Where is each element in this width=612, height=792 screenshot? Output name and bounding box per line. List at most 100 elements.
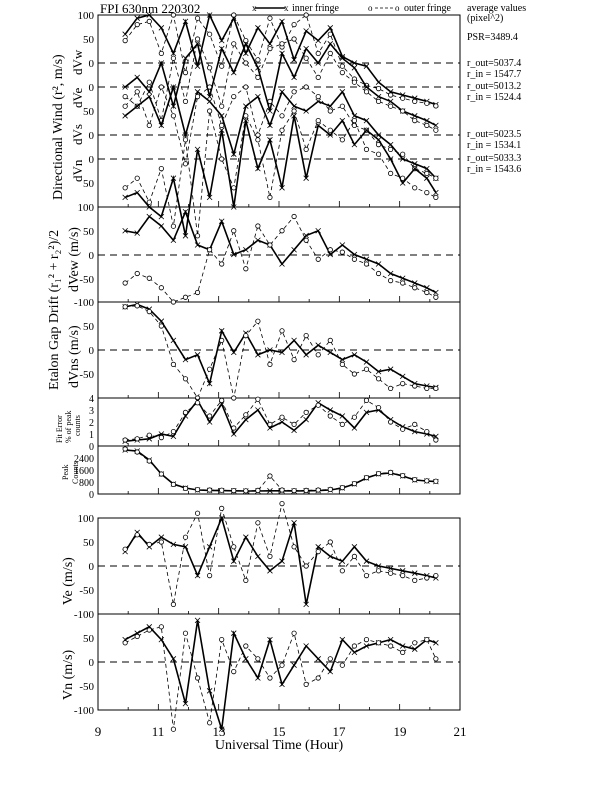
outer-point <box>433 572 439 579</box>
inner-point <box>339 636 346 643</box>
inner-point <box>411 165 418 172</box>
outer-point <box>170 601 177 608</box>
outer-point <box>400 280 406 286</box>
ylabel-vn: Vn (m/s) <box>61 650 76 701</box>
inner-point <box>134 103 140 109</box>
inner-point <box>230 69 237 76</box>
inner-point <box>182 233 189 239</box>
outer-point <box>219 156 225 162</box>
inner-point <box>255 165 261 172</box>
inner-point <box>267 488 273 494</box>
outer-point <box>351 118 358 124</box>
inner-point <box>363 127 370 133</box>
inner-fringe-line <box>124 515 437 605</box>
inner-point <box>206 93 213 100</box>
inner-point <box>351 60 358 66</box>
outer-point <box>122 185 128 191</box>
xtick-19: 19 <box>394 724 407 739</box>
panel-dvn <box>122 108 439 239</box>
outer-point <box>412 98 418 105</box>
inner-point <box>363 117 370 124</box>
inner-point <box>230 431 237 437</box>
outer-point <box>412 185 418 191</box>
outer-point <box>170 428 177 435</box>
outer-point <box>315 402 321 408</box>
outer-point <box>122 304 128 310</box>
inner-point <box>158 60 165 66</box>
ylabel-dve: dVe <box>70 88 85 108</box>
outer-point <box>279 228 285 234</box>
outer-point <box>122 94 128 100</box>
inner-point <box>351 113 358 119</box>
legend-inner-x-right: x <box>284 3 289 13</box>
inner-point <box>315 37 321 44</box>
inner-point <box>243 534 249 540</box>
inner-point <box>387 141 394 148</box>
inner-point <box>170 433 177 440</box>
outer-point <box>303 332 309 339</box>
outer-point <box>255 223 261 229</box>
inner-point <box>433 640 439 646</box>
outer-point <box>400 380 406 387</box>
outer-fringe-line <box>125 305 436 399</box>
inner-point <box>206 688 213 694</box>
outer-point <box>424 190 430 196</box>
outer-point <box>170 726 177 732</box>
inner-point <box>279 185 285 191</box>
inner-point <box>255 65 261 71</box>
outer-point <box>291 89 297 95</box>
avg-title-2: (pixel^2) <box>467 13 503 24</box>
outer-point <box>219 122 225 129</box>
inner-point <box>375 563 382 569</box>
inner-point <box>327 668 334 675</box>
radii-annotations: r_out=5037.4 r_in = 1547.7 r_out=5013.2 … <box>467 58 521 175</box>
outer-point <box>279 487 285 493</box>
inner-point <box>194 572 201 579</box>
panel-ve <box>122 500 439 608</box>
outer-point <box>194 36 201 42</box>
outer-point <box>243 113 249 119</box>
inner-point <box>243 656 249 662</box>
outer-point <box>303 237 309 243</box>
ytick-vn-50: 50 <box>83 633 95 645</box>
ytick-fit-4: 4 <box>89 394 94 405</box>
outer-point <box>158 84 164 90</box>
outer-point <box>194 510 201 516</box>
outer-point <box>433 385 439 391</box>
inner-point <box>194 242 201 248</box>
outer-point <box>315 94 321 100</box>
inner-point <box>327 41 334 47</box>
outer-point <box>255 318 261 324</box>
outer-point <box>267 15 273 21</box>
inner-point <box>291 103 297 109</box>
outer-point <box>363 397 370 403</box>
outer-point <box>351 643 358 649</box>
outer-point <box>351 79 358 85</box>
outer-point <box>243 266 249 272</box>
zero-lines <box>98 62 460 663</box>
inner-point <box>303 601 309 608</box>
outer-point <box>339 662 345 668</box>
inner-point <box>230 349 237 356</box>
inner-point <box>255 93 261 100</box>
inner-point <box>339 117 346 124</box>
inner-point <box>315 544 321 550</box>
inner-point <box>375 79 382 85</box>
panel-dvs <box>122 84 439 181</box>
outer-point <box>412 118 418 124</box>
inner-point <box>433 289 439 296</box>
outer-point <box>375 470 382 477</box>
panel-vn <box>122 617 439 732</box>
outer-point <box>122 437 128 443</box>
inner-point <box>399 156 406 162</box>
inner-point <box>315 98 321 105</box>
inner-point <box>170 84 177 90</box>
outer-point <box>339 421 345 427</box>
ytick-p1-100: 100 <box>78 10 95 22</box>
outer-point <box>351 371 358 377</box>
inner-point <box>399 568 406 574</box>
outer-point <box>231 12 237 18</box>
outer-point <box>231 544 237 550</box>
outer-point <box>363 146 370 152</box>
inner-point <box>230 204 237 210</box>
